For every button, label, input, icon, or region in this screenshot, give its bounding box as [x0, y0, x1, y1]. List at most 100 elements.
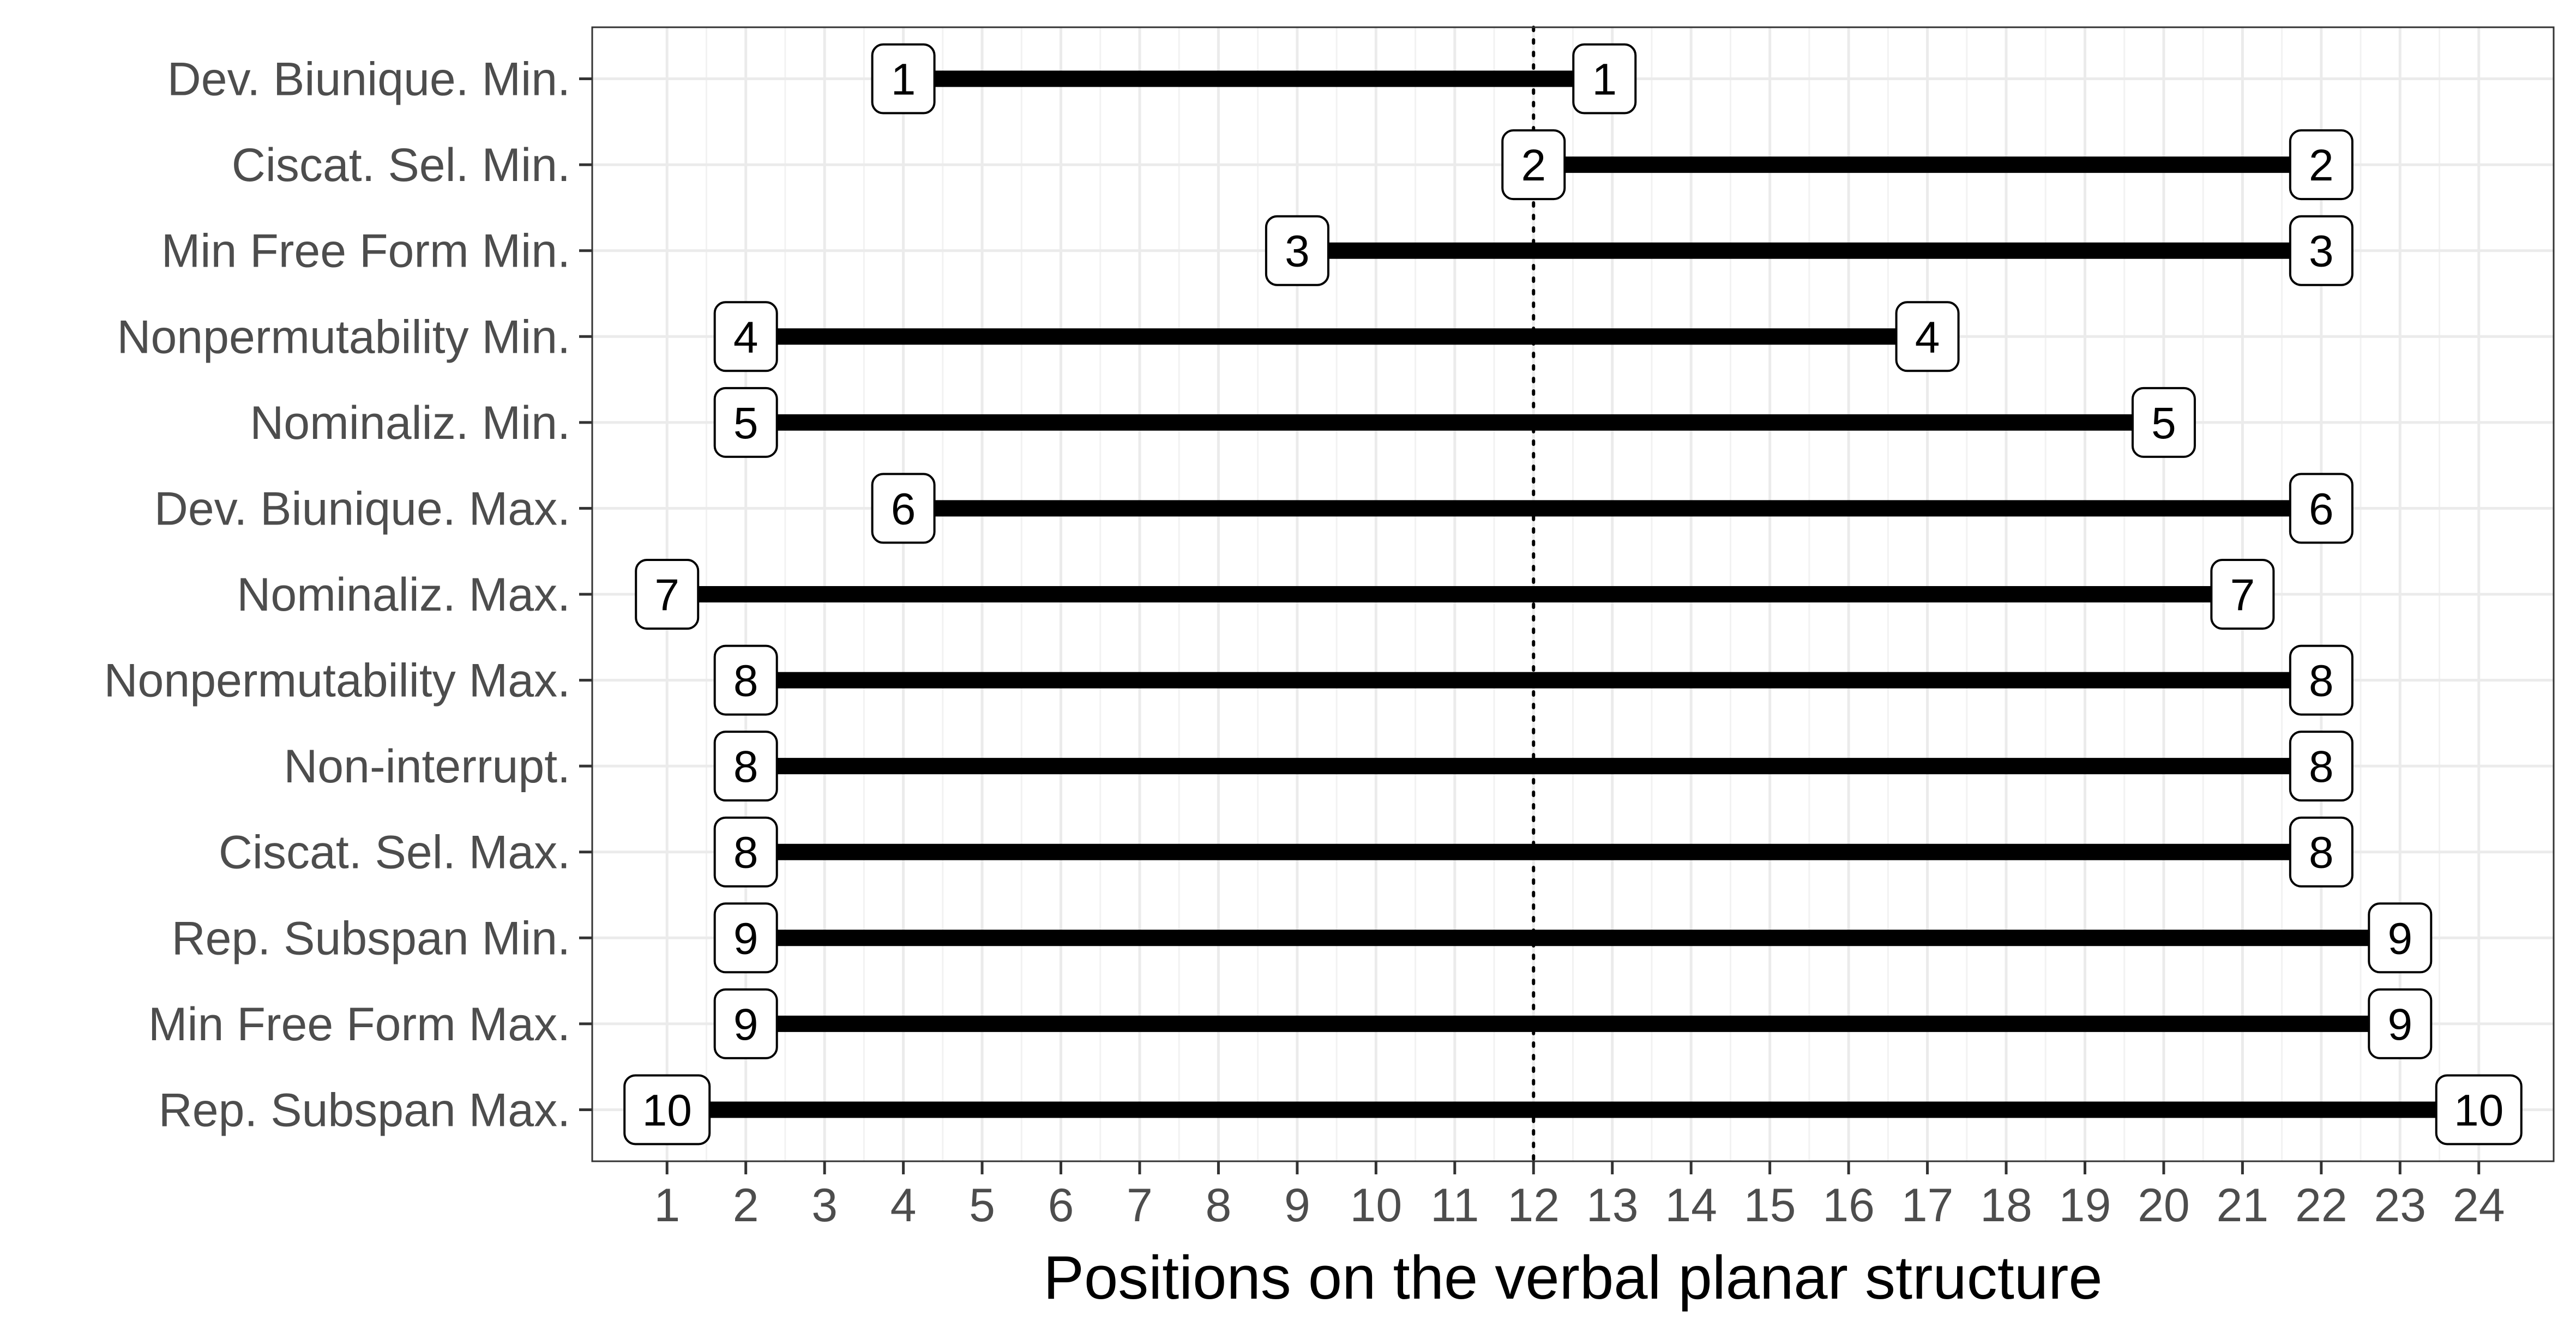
- end-label: 7: [2210, 559, 2275, 630]
- start-label-box: [713, 816, 778, 888]
- end-label-text: 8: [2309, 742, 2334, 792]
- y-tick-label: Min Free Form Min.: [161, 225, 570, 278]
- end-label-text: 7: [2230, 570, 2255, 620]
- start-label-box: [1501, 129, 1566, 201]
- x-tick-label: 6: [1048, 1179, 1074, 1232]
- end-label: 1: [1572, 43, 1637, 114]
- x-tick-label: 11: [1430, 1179, 1479, 1232]
- start-label: 4: [713, 301, 778, 372]
- end-label: 4: [1895, 301, 1960, 372]
- end-label: 8: [2289, 644, 2354, 716]
- x-tick-label: 14: [1665, 1179, 1717, 1232]
- x-tick-label: 5: [969, 1179, 995, 1232]
- y-tick-label: Rep. Subspan Max.: [159, 1084, 570, 1136]
- start-label-text: 7: [654, 570, 679, 620]
- start-label-text: 2: [1521, 141, 1546, 190]
- start-label-text: 10: [642, 1085, 692, 1135]
- end-label-text: 2: [2309, 141, 2334, 190]
- end-label-text: 4: [1915, 312, 1940, 362]
- start-label-box: [623, 1074, 711, 1145]
- start-label-box: [713, 301, 778, 372]
- x-tick-label: 12: [1507, 1179, 1560, 1232]
- end-label-box: [2289, 215, 2354, 286]
- x-tick-label: 1: [654, 1179, 680, 1232]
- start-label-box: [1265, 215, 1329, 286]
- y-axis: Dev. Biunique. Min. Ciscat. Sel. Min. Min …: [104, 53, 592, 1136]
- start-label-text: 8: [733, 828, 759, 878]
- start-label-text: 9: [733, 1000, 759, 1050]
- start-label-box: [713, 988, 778, 1059]
- y-tick-label: Rep. Subspan Min.: [172, 912, 570, 964]
- start-label: 8: [713, 731, 778, 802]
- start-label: 6: [871, 473, 936, 544]
- start-label-box: [713, 387, 778, 458]
- x-tick-label: 18: [1980, 1179, 2032, 1232]
- start-label: 8: [713, 816, 778, 888]
- x-tick-label: 17: [1901, 1179, 1954, 1232]
- start-label-text: 8: [733, 656, 759, 706]
- x-tick-label: 3: [811, 1179, 838, 1232]
- x-tick-label: 7: [1127, 1179, 1153, 1232]
- start-label-text: 3: [1285, 227, 1310, 276]
- end-label: 2: [2289, 129, 2354, 201]
- start-label-box: [871, 473, 936, 544]
- end-label-text: 9: [2388, 1000, 2413, 1050]
- end-label-box: [2435, 1074, 2523, 1145]
- end-label-text: 1: [1592, 55, 1617, 105]
- start-label-box: [635, 559, 700, 630]
- end-label-text: 9: [2388, 914, 2413, 963]
- start-label: 7: [635, 559, 700, 630]
- end-label-text: 3: [2309, 227, 2334, 276]
- end-label: 9: [2368, 902, 2433, 974]
- y-tick-label: Nonpermutability Max.: [104, 655, 570, 707]
- end-label: 8: [2289, 816, 2354, 888]
- start-label-box: [871, 43, 936, 114]
- y-tick-label: Dev. Biunique. Max.: [154, 482, 570, 535]
- end-label-text: 10: [2454, 1085, 2503, 1135]
- x-tick-label: 15: [1744, 1179, 1796, 1232]
- end-label-text: 8: [2309, 656, 2334, 706]
- y-tick-label: Nominaliz. Max.: [237, 569, 570, 621]
- end-label-text: 5: [2151, 399, 2176, 448]
- x-tick-label: 16: [1822, 1179, 1875, 1232]
- end-label: 9: [2368, 988, 2433, 1059]
- start-label-box: [713, 644, 778, 716]
- end-labels: 1 2 3 4 5 6 7 8 8 8 9 9 10: [1572, 43, 2523, 1145]
- end-label-text: 8: [2309, 828, 2334, 878]
- x-tick-label: 21: [2217, 1179, 2269, 1232]
- start-label: 2: [1501, 129, 1566, 201]
- x-tick-label: 20: [2138, 1179, 2190, 1232]
- end-label: 10: [2435, 1074, 2523, 1145]
- end-label-box: [2131, 387, 2196, 458]
- x-tick-label: 19: [2059, 1179, 2111, 1232]
- end-label: 6: [2289, 473, 2354, 544]
- start-label-box: [713, 731, 778, 802]
- start-label-text: 1: [891, 55, 916, 105]
- start-label-text: 4: [733, 312, 759, 362]
- end-label-box: [2289, 129, 2354, 201]
- end-label-text: 6: [2309, 484, 2334, 534]
- end-label-box: [2210, 559, 2275, 630]
- y-tick-label: Non-interrupt.: [284, 740, 570, 793]
- end-label-box: [1895, 301, 1960, 372]
- start-label: 9: [713, 988, 778, 1059]
- start-label-text: 6: [891, 484, 916, 534]
- start-label: 10: [623, 1074, 711, 1145]
- x-tick-label: 2: [733, 1179, 759, 1232]
- end-label-box: [1572, 43, 1637, 114]
- y-tick-label: Nonpermutability Min.: [117, 311, 570, 363]
- end-label: 5: [2131, 387, 2196, 458]
- end-label-box: [2289, 473, 2354, 544]
- x-tick-label: 9: [1284, 1179, 1310, 1232]
- y-tick-label: Ciscat. Sel. Min.: [232, 139, 570, 191]
- start-label-text: 9: [733, 914, 759, 963]
- end-label: 8: [2289, 731, 2354, 802]
- end-label-box: [2289, 731, 2354, 802]
- start-label: 8: [713, 644, 778, 716]
- x-tick-label: 22: [2295, 1179, 2348, 1232]
- y-tick-label: Ciscat. Sel. Max.: [219, 827, 570, 879]
- start-label: 3: [1265, 215, 1329, 286]
- start-label-box: [713, 902, 778, 974]
- start-label-text: 8: [733, 742, 759, 792]
